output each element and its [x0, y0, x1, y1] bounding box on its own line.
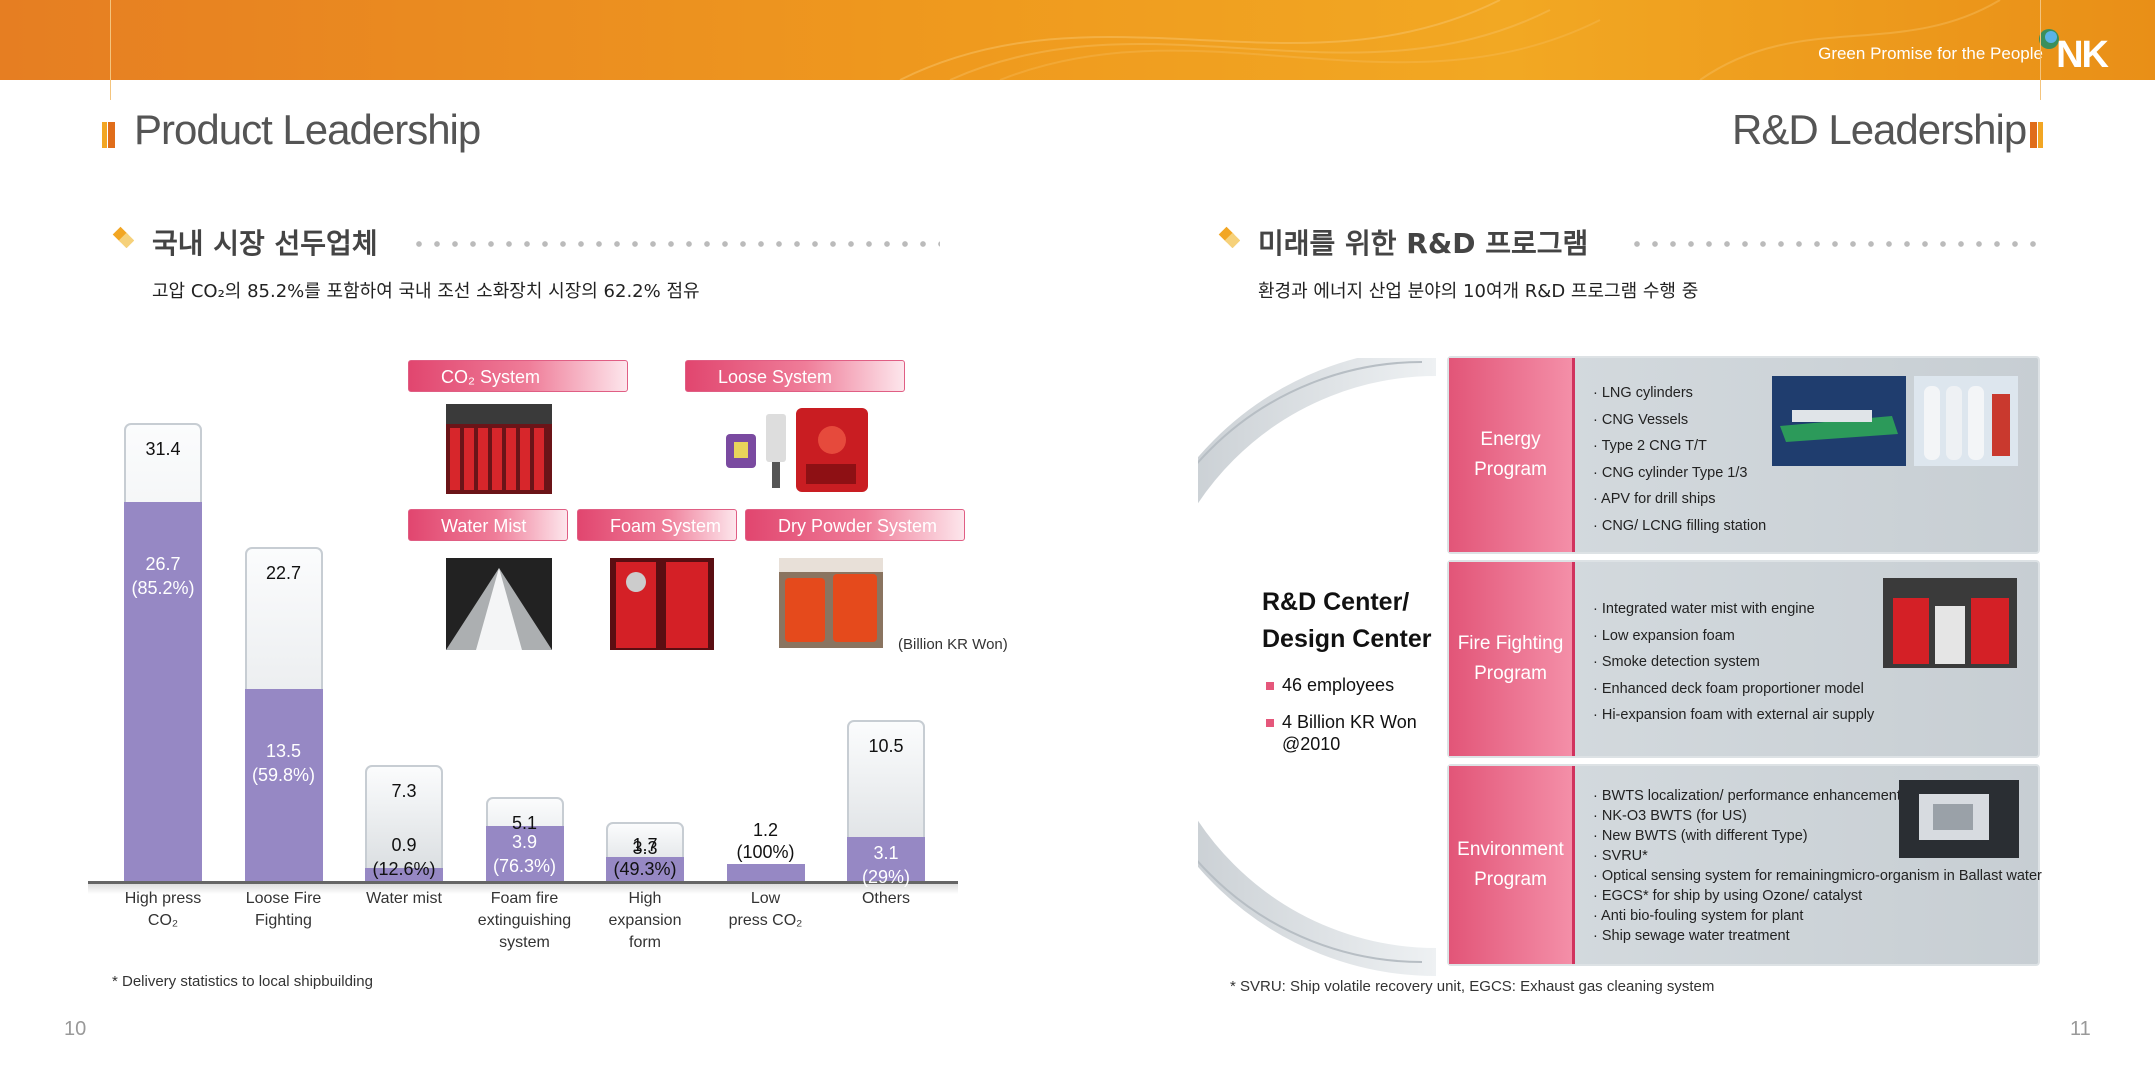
bar-share [726, 863, 805, 881]
title-accent-bar [108, 122, 115, 148]
x-axis-label: Loose Fire Fighting [245, 890, 322, 929]
header-band: Green Promise for the People [0, 0, 2155, 80]
bar-share-pct: (12.6%) [372, 859, 436, 879]
rd-center-year: @2010 [1282, 734, 1341, 754]
foam-system-photo [610, 558, 714, 650]
program-items: · Integrated water mist with engine · Low… [1593, 601, 1875, 723]
x-axis-label: Water mist [366, 890, 442, 907]
bar-share-pct: (59.8%) [251, 765, 316, 786]
section-title-left: Product Leadership [134, 106, 481, 153]
product-label-loose: Loose System [685, 360, 905, 392]
lng-ship-photo [1772, 376, 1906, 466]
bar-share-pct: (100%) [736, 841, 795, 862]
program-items: · BWTS localization/ performance enhance… [1593, 788, 2042, 944]
bar-total-label: 5.1 [511, 812, 538, 833]
title-accent-bar [2030, 122, 2037, 148]
logo-swirl-icon [2039, 29, 2059, 49]
bar-total-label: 1.2 [752, 819, 779, 840]
bar-share-pct: (49.3%) [613, 859, 677, 879]
cng-cylinders-photo [1914, 376, 2018, 466]
bar-share [606, 856, 684, 881]
chart-floor-shadow [88, 884, 958, 894]
description-right: 환경과 에너지 산업 분야의 10여개 R&D 프로그램 수행 중 [1258, 281, 1699, 302]
diamond-bullet-icon [112, 226, 134, 248]
water-mist-photo [446, 558, 552, 650]
diamond-bullet-icon [1218, 226, 1240, 248]
bar-share-value: 0.9 [391, 835, 417, 855]
rd-center-title: R&D Center/ Design Center [1262, 588, 1432, 653]
dotted-divider [410, 241, 940, 247]
page-number-right: 11 [2070, 1018, 2091, 1040]
product-label-co2: CO₂ System [408, 360, 628, 392]
product-label-water-mist: Water Mist [408, 509, 568, 541]
bar-share [365, 868, 443, 881]
bwts-equipment-photo [1899, 780, 2019, 858]
program-heading: Energy Program [1449, 358, 1575, 552]
rd-center-arc [1198, 358, 1437, 976]
crop-line-right [2040, 0, 2041, 100]
bar-total [365, 765, 443, 881]
x-axis-label: High press CO₂ [124, 890, 202, 929]
x-axis-label: Foam fire extinguishing system [477, 890, 572, 951]
bar-total-label: 3.3 [632, 838, 658, 859]
fire-fighting-program-box: Fire Fighting Program · Integrated water … [1447, 560, 2040, 758]
chart-baseline [88, 881, 958, 884]
description-left: 고압 CO₂의 85.2%를 포함하여 국내 조선 소화장치 시장의 62.2%… [152, 281, 700, 302]
x-axis-label: High expansion form [608, 890, 682, 951]
bullet-square-icon [1266, 682, 1274, 691]
rd-center-budget: 4 Billion KR Won [1266, 711, 1417, 733]
bar-share-value: 3.9 [511, 831, 538, 852]
x-axis-label: Low press CO₂ [728, 890, 803, 929]
header-tagline: Green Promise for the People [1818, 44, 2043, 63]
bar-share [244, 689, 323, 881]
bar-share-pct: (76.3%) [492, 855, 557, 876]
page-number-left: 10 [64, 1018, 87, 1040]
bar-share [124, 501, 202, 881]
bar-share-pct: (29%) [861, 866, 910, 887]
product-label-foam: Foam System [577, 509, 737, 541]
bar-share-pct: (85.2%) [131, 577, 195, 598]
bar-total-label: 7.3 [391, 781, 417, 802]
bar-total-label: 10.5 [868, 735, 904, 756]
title-accent-bar [102, 122, 107, 148]
co2-system-photo [446, 404, 552, 494]
nk-logo: NK [2056, 34, 2109, 76]
environment-program-box: Environment Program · BWTS localization/ … [1447, 764, 2042, 966]
dotted-divider [1628, 241, 2048, 247]
bar-total-label: 31.4 [145, 438, 181, 459]
energy-program-box: Energy Program · LNG cylinders · CNG Vesse… [1447, 356, 2040, 554]
bar-share-value: 26.7 [145, 553, 181, 574]
header-wave-pattern [899, 0, 2001, 80]
section-title-right: R&D Leadership [1732, 106, 2027, 153]
bar-share [485, 825, 564, 881]
x-axis-label: Others [861, 890, 910, 907]
footnote-right: * SVRU: Ship volatile recovery unit, EGC… [1230, 978, 1715, 995]
footnote-left: * Delivery statistics to local shipbuild… [112, 973, 373, 990]
unit-note: (Billion KR Won) [898, 636, 1008, 653]
program-heading: Fire Fighting Program [1449, 562, 1575, 756]
program-items: · LNG cylinders · CNG Vessels · Type 2 CNG… [1593, 385, 1767, 534]
title-accent-bar [2038, 122, 2043, 148]
water-mist-engine-photo [1883, 578, 2017, 668]
bar-share [847, 836, 925, 881]
product-label-dry-powder: Dry Powder System [745, 509, 965, 541]
dry-powder-photo [779, 558, 883, 648]
bar-share-value: 1.7 [632, 835, 658, 855]
subtitle-left: 국내 시장 선두업체 [152, 227, 378, 260]
bar-share-value: 13.5 [265, 741, 302, 762]
loose-system-photo [726, 408, 868, 492]
bullet-square-icon [1266, 719, 1274, 728]
subtitle-right: 미래를 위한 R&D 프로그램 [1258, 227, 1589, 260]
bar-total-label: 22.7 [265, 562, 302, 583]
bar-share-value: 3.1 [873, 842, 899, 863]
crop-line-left [110, 0, 111, 100]
rd-center-employees: 46 employees [1266, 674, 1394, 696]
program-heading: Environment Program [1449, 766, 1575, 964]
